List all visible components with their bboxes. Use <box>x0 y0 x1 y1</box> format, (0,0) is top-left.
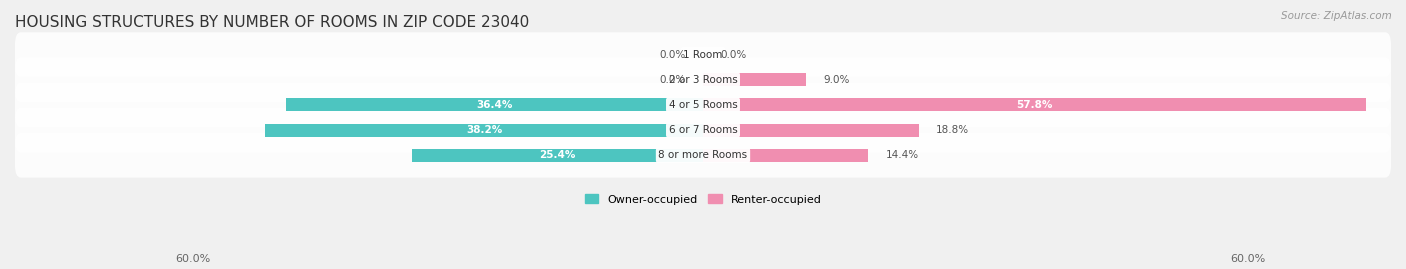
Text: 60.0%: 60.0% <box>176 254 211 264</box>
FancyBboxPatch shape <box>15 133 1391 178</box>
Bar <box>412 149 703 162</box>
Text: 0.0%: 0.0% <box>659 49 686 59</box>
Text: 6 or 7 Rooms: 6 or 7 Rooms <box>669 125 737 135</box>
Text: 57.8%: 57.8% <box>1017 100 1053 110</box>
Text: 14.4%: 14.4% <box>886 150 918 160</box>
FancyBboxPatch shape <box>15 83 1391 127</box>
Bar <box>703 123 918 137</box>
Text: 18.8%: 18.8% <box>936 125 969 135</box>
Text: 60.0%: 60.0% <box>1230 254 1265 264</box>
Text: 0.0%: 0.0% <box>720 49 747 59</box>
FancyBboxPatch shape <box>15 58 1391 102</box>
Bar <box>703 149 868 162</box>
Text: 25.4%: 25.4% <box>538 150 575 160</box>
Text: 4 or 5 Rooms: 4 or 5 Rooms <box>669 100 737 110</box>
Bar <box>703 73 806 86</box>
Text: HOUSING STRUCTURES BY NUMBER OF ROOMS IN ZIP CODE 23040: HOUSING STRUCTURES BY NUMBER OF ROOMS IN… <box>15 15 529 30</box>
Text: Source: ZipAtlas.com: Source: ZipAtlas.com <box>1281 11 1392 21</box>
Text: 8 or more Rooms: 8 or more Rooms <box>658 150 748 160</box>
Text: 1 Room: 1 Room <box>683 49 723 59</box>
Bar <box>285 98 703 111</box>
Legend: Owner-occupied, Renter-occupied: Owner-occupied, Renter-occupied <box>581 190 825 209</box>
Text: 2 or 3 Rooms: 2 or 3 Rooms <box>669 75 737 85</box>
FancyBboxPatch shape <box>15 32 1391 77</box>
Bar <box>264 123 703 137</box>
Text: 36.4%: 36.4% <box>477 100 513 110</box>
FancyBboxPatch shape <box>15 108 1391 152</box>
Bar <box>703 98 1365 111</box>
Text: 0.0%: 0.0% <box>659 75 686 85</box>
Text: 9.0%: 9.0% <box>824 75 849 85</box>
Text: 38.2%: 38.2% <box>465 125 502 135</box>
